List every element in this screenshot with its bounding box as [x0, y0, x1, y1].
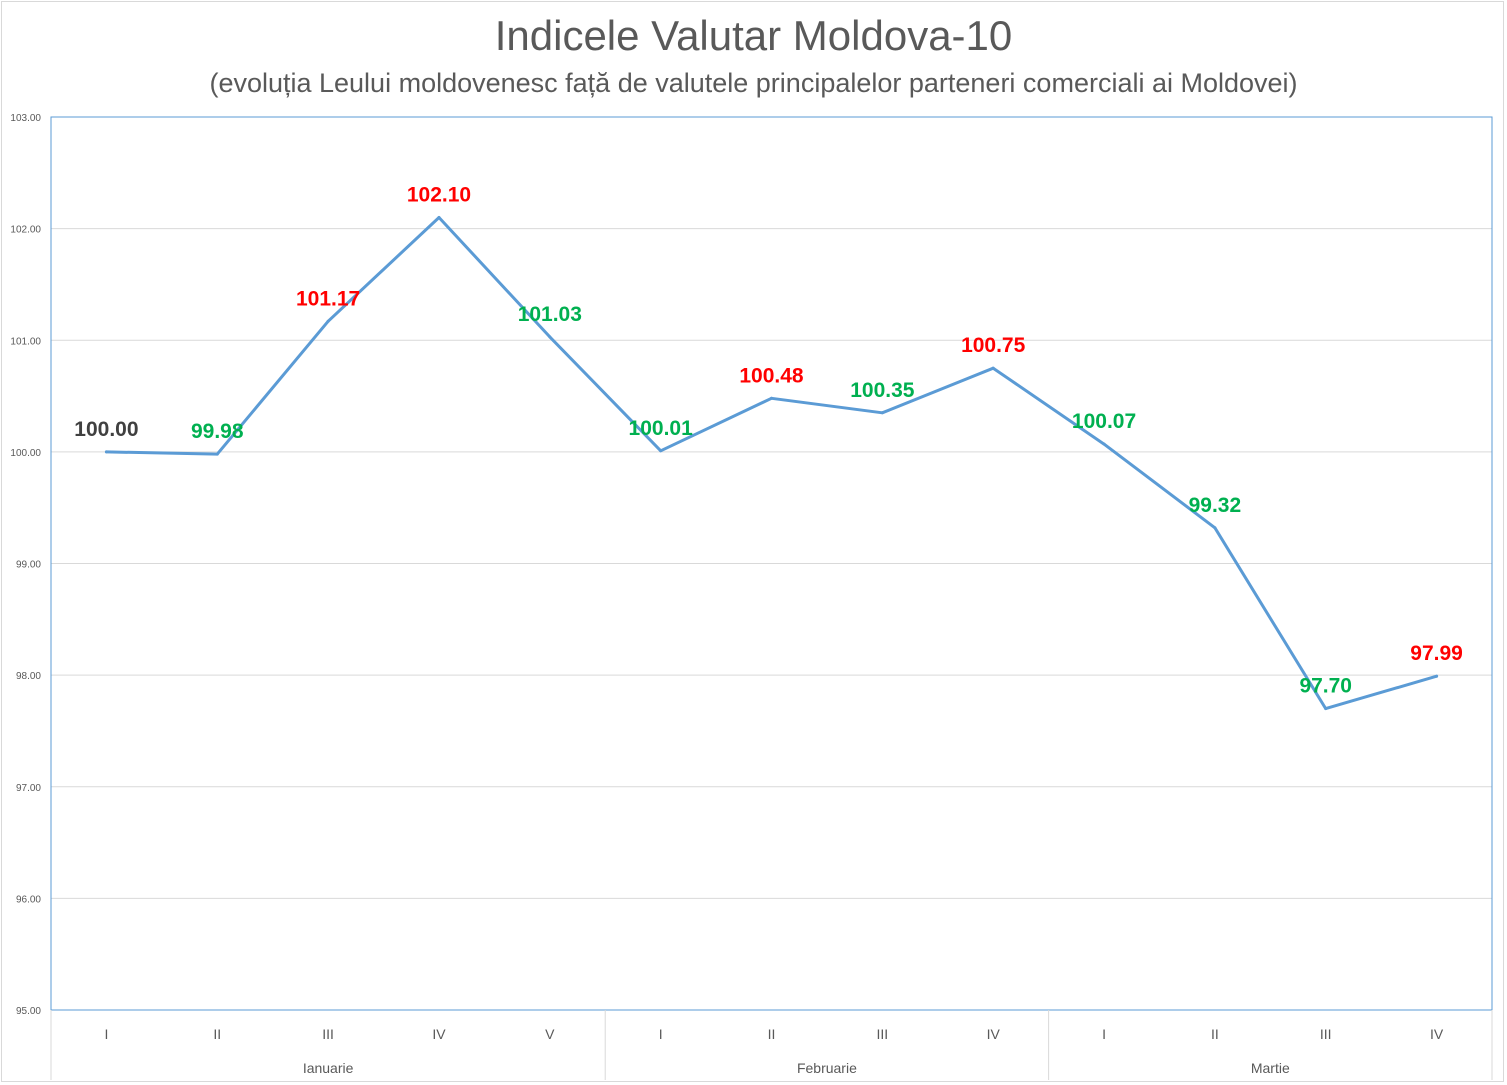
data-point [1213, 526, 1217, 530]
data-point [215, 452, 219, 456]
x-tick-label: V [545, 1026, 555, 1042]
data-label: 99.98 [191, 420, 244, 443]
x-tick-label: I [104, 1026, 108, 1042]
x-tick-label: IV [987, 1026, 1001, 1042]
y-tick-label: 100.00 [10, 448, 41, 459]
data-point [326, 319, 330, 323]
y-tick-label: 95.00 [16, 1006, 41, 1017]
data-point [659, 449, 663, 453]
y-tick-label: 97.00 [16, 783, 41, 794]
x-tick-label: III [322, 1026, 334, 1042]
group-label: Martie [1251, 1060, 1290, 1076]
x-tick-label: II [768, 1026, 776, 1042]
data-point [1324, 707, 1328, 711]
data-point [880, 411, 884, 415]
x-tick-label: IV [432, 1026, 446, 1042]
group-label: Februarie [797, 1060, 857, 1076]
data-label: 100.35 [850, 379, 915, 402]
chart-title: Indicele Valutar Moldova-10 [494, 12, 1013, 59]
x-tick-label: I [1102, 1026, 1106, 1042]
data-label: 97.70 [1299, 675, 1352, 698]
x-tick-label: I [659, 1026, 663, 1042]
data-label: 100.75 [961, 334, 1026, 357]
data-point [548, 335, 552, 339]
data-point [104, 450, 108, 454]
data-point [1102, 442, 1106, 446]
y-tick-label: 96.00 [16, 894, 41, 905]
x-tick-label: III [877, 1026, 889, 1042]
chart-subtitle: (evoluția Leului moldovenesc față de val… [209, 68, 1298, 98]
data-label: 102.10 [407, 183, 471, 206]
data-label: 100.48 [739, 364, 804, 387]
group-label: Ianuarie [303, 1060, 354, 1076]
data-point [770, 396, 773, 400]
data-label: 101.03 [518, 303, 582, 326]
y-tick-label: 102.00 [10, 225, 41, 236]
y-tick-label: 101.00 [10, 336, 41, 347]
data-label: 97.99 [1410, 642, 1463, 665]
y-tick-label: 99.00 [16, 560, 41, 571]
data-point [437, 215, 441, 219]
data-label: 99.32 [1189, 494, 1242, 517]
x-tick-label: III [1320, 1026, 1332, 1042]
y-tick-label: 98.00 [16, 671, 41, 682]
x-tick-label: II [1211, 1026, 1219, 1042]
data-label: 100.01 [629, 417, 694, 440]
x-tick-label: II [213, 1026, 221, 1042]
y-tick-label: 103.00 [10, 113, 41, 124]
plot-area-border [50, 116, 1493, 1011]
data-label: 100.00 [74, 418, 138, 441]
data-label: 101.17 [296, 287, 360, 310]
data-point [991, 366, 995, 370]
data-point [1435, 674, 1439, 678]
x-tick-label: IV [1430, 1026, 1444, 1042]
data-label: 100.07 [1072, 410, 1136, 433]
